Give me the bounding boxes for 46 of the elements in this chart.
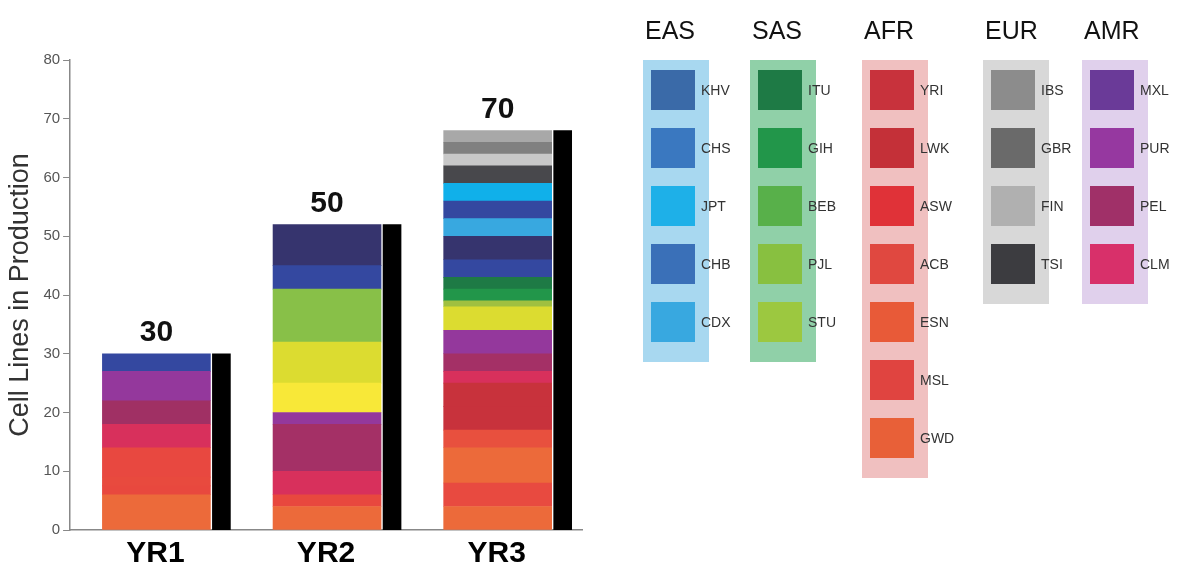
text: AMR — [1084, 16, 1140, 45]
category-label: ESN — [920, 314, 949, 330]
y-tick-label: 30 — [43, 343, 61, 361]
category-label: PEL — [1140, 198, 1167, 214]
y-tick-label: 60 — [43, 167, 61, 185]
category-label: GWD — [920, 430, 955, 446]
y-tick-label: 70 — [43, 108, 61, 126]
category-label: MSL — [920, 372, 949, 388]
category-label: ASW — [920, 198, 952, 214]
category-label: KHV — [701, 82, 730, 98]
text: SAS — [752, 16, 803, 45]
y-tick-label: 80 — [43, 50, 61, 68]
total-label: 70 — [480, 90, 515, 124]
x-tick-label: YR1 — [126, 535, 185, 569]
category-label: MXL — [1140, 82, 1169, 98]
text: EAS — [645, 16, 696, 45]
category-label: YRI — [920, 82, 944, 98]
category-label: STU — [808, 314, 836, 330]
y-tick-label: 40 — [43, 285, 61, 303]
category-label: PUR — [1140, 140, 1170, 156]
category-label: FIN — [1041, 198, 1064, 214]
category-label: LWK — [920, 140, 950, 156]
category-label: JPT — [701, 198, 726, 214]
total-label: 30 — [139, 314, 174, 348]
category-label: CDX — [701, 314, 731, 330]
category-label: IBS — [1041, 82, 1064, 98]
category-label: GIH — [808, 140, 833, 156]
y-tick-label: 0 — [51, 520, 61, 538]
x-tick-label: YR3 — [467, 535, 526, 569]
category-label: GBR — [1041, 140, 1072, 156]
x-tick-label: YR2 — [296, 535, 356, 569]
y-axis-title: Cell Lines in Production — [3, 153, 34, 437]
text: EUR — [985, 16, 1038, 45]
text: AFR — [864, 16, 914, 45]
category-label: PJL — [808, 256, 833, 272]
category-label: TSI — [1041, 256, 1063, 272]
category-label: ITU — [808, 82, 831, 98]
category-label: CLM — [1140, 256, 1170, 272]
category-label: ACB — [920, 256, 949, 272]
category-label: CHS — [701, 140, 731, 156]
y-tick-label: 50 — [43, 226, 61, 244]
category-label: BEB — [808, 198, 837, 214]
category-label: CHB — [701, 256, 731, 272]
y-tick-label: 10 — [43, 461, 61, 479]
y-tick-label: 20 — [43, 402, 61, 420]
total-label: 50 — [310, 184, 344, 218]
